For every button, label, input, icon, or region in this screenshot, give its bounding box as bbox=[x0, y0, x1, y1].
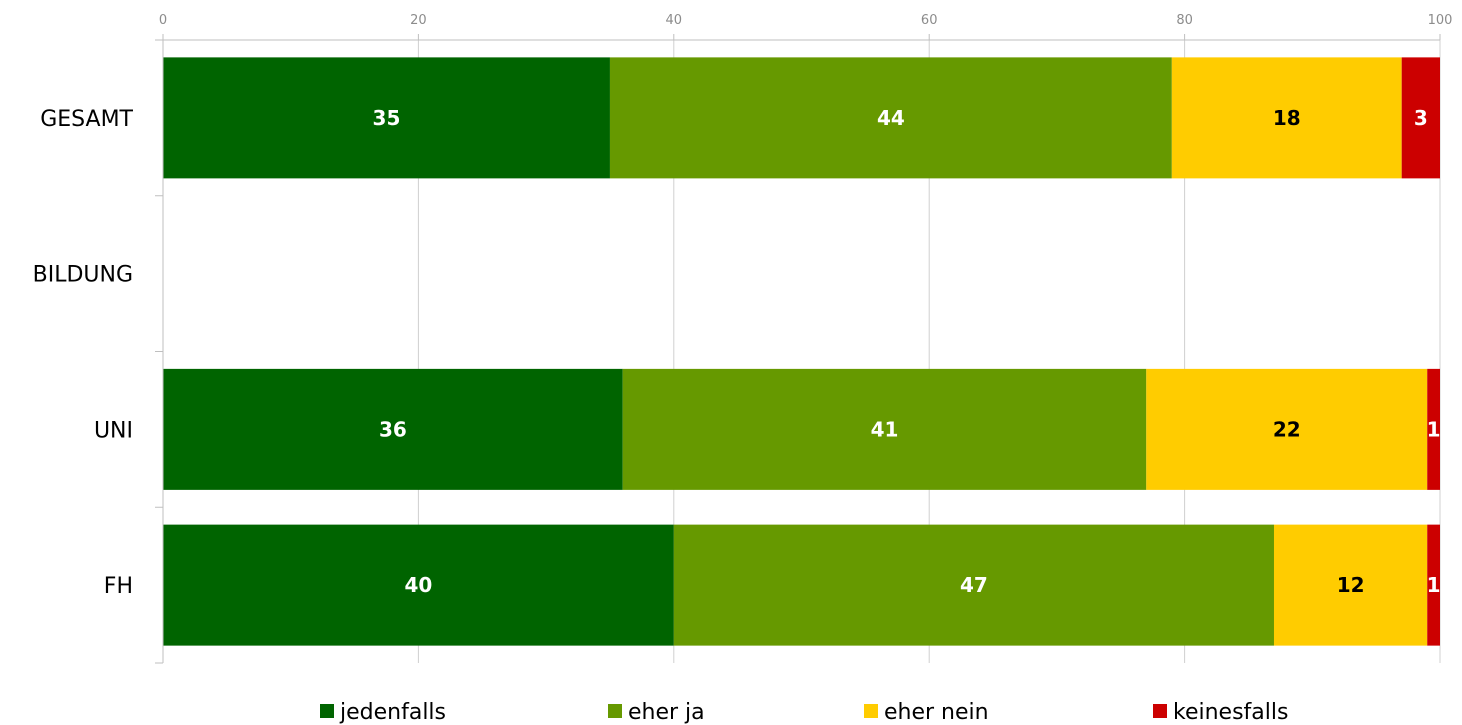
tick-label-x-20: 20 bbox=[410, 13, 427, 28]
data-label-gesamt-keinesfalls: 3 bbox=[1414, 106, 1428, 130]
bar-gesamt-eher-nein bbox=[1171, 57, 1402, 179]
legend-label-jedenfalls: jedenfalls bbox=[339, 700, 446, 725]
bar-gesamt-eher-ja bbox=[609, 57, 1172, 179]
legend-swatch-keinesfalls bbox=[1153, 704, 1167, 718]
tick-label-x-0: 0 bbox=[159, 13, 167, 28]
category-labels: GESAMT BILDUNG UNI FH bbox=[33, 107, 134, 599]
bar-fh-eher-nein bbox=[1273, 524, 1428, 646]
bar-uni-eher-nein bbox=[1146, 368, 1428, 490]
data-label-uni-eher-ja: 41 bbox=[871, 417, 899, 441]
legend-label-eher-nein: eher nein bbox=[884, 700, 989, 725]
data-label-gesamt-eher-ja: 44 bbox=[877, 106, 905, 130]
legend: jedenfalls eher ja eher nein keinesfalls bbox=[320, 700, 1288, 725]
bar-fh-eher-ja bbox=[673, 524, 1274, 646]
data-label-uni-jedenfalls: 36 bbox=[379, 417, 407, 441]
tick-label-x-100: 100 bbox=[1428, 13, 1453, 28]
bar-uni-eher-ja bbox=[622, 368, 1147, 490]
tick-label-x-40: 40 bbox=[666, 13, 683, 28]
x-axis-ticks: 0 20 40 60 80 100 bbox=[159, 13, 1453, 40]
legend-label-keinesfalls: keinesfalls bbox=[1173, 700, 1288, 725]
data-label-gesamt-eher-nein: 18 bbox=[1273, 106, 1301, 130]
category-label-fh: FH bbox=[104, 574, 133, 599]
category-label-uni: UNI bbox=[94, 418, 133, 443]
bar-fh-keinesfalls bbox=[1427, 524, 1440, 646]
bar-uni-jedenfalls bbox=[163, 368, 623, 490]
category-label-gesamt: GESAMT bbox=[40, 107, 133, 132]
bar-fh-jedenfalls bbox=[163, 524, 674, 646]
bar-uni-keinesfalls bbox=[1427, 368, 1440, 490]
data-label-fh-jedenfalls: 40 bbox=[404, 573, 432, 597]
legend-swatch-eher-ja bbox=[608, 704, 622, 718]
bar-gesamt-jedenfalls bbox=[163, 57, 610, 179]
data-label-uni-eher-nein: 22 bbox=[1273, 417, 1301, 441]
data-label-fh-keinesfalls: 1 bbox=[1427, 573, 1441, 597]
data-label-gesamt-jedenfalls: 35 bbox=[373, 106, 401, 130]
axes bbox=[155, 39, 1440, 664]
legend-swatch-eher-nein bbox=[864, 704, 878, 718]
data-label-fh-eher-nein: 12 bbox=[1337, 573, 1365, 597]
bar-gesamt-keinesfalls bbox=[1401, 57, 1440, 179]
legend-swatch-jedenfalls bbox=[320, 704, 334, 718]
tick-label-x-60: 60 bbox=[921, 13, 938, 28]
category-label-bildung: BILDUNG bbox=[33, 263, 133, 288]
legend-label-eher-ja: eher ja bbox=[628, 700, 705, 725]
tick-label-x-80: 80 bbox=[1176, 13, 1193, 28]
bars: 35 44 18 3 36 41 22 1 40 47 12 1 bbox=[163, 57, 1441, 646]
data-label-fh-eher-ja: 47 bbox=[960, 573, 988, 597]
data-label-uni-keinesfalls: 1 bbox=[1427, 417, 1441, 441]
